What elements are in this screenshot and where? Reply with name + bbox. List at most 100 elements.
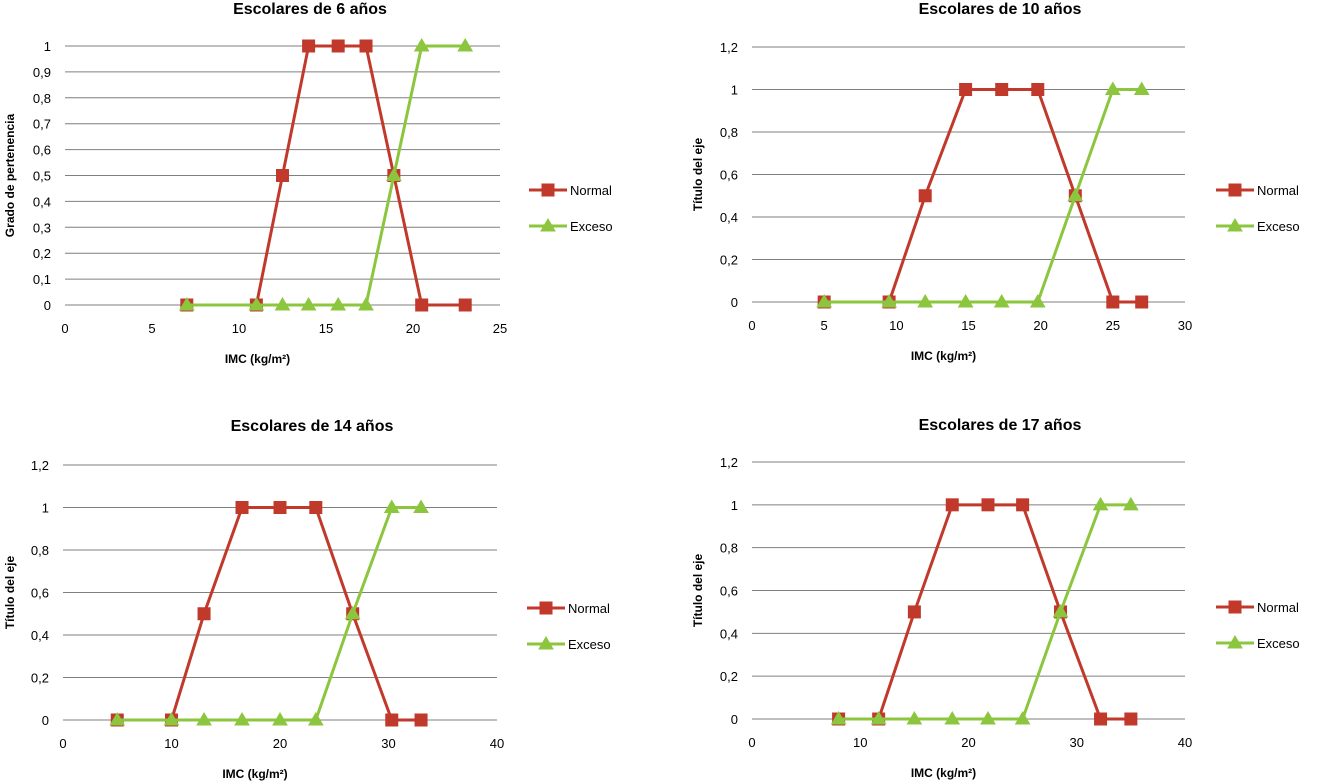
- y-tick-label: 0: [731, 295, 738, 310]
- legend-label: Normal: [568, 601, 610, 616]
- normal-point: [981, 498, 995, 512]
- exceso-point: [385, 167, 402, 181]
- normal-point: [1031, 83, 1045, 96]
- x-tick-label: 10: [164, 736, 178, 751]
- exceso-point: [830, 711, 847, 725]
- chart-title: Escolares de 6 años: [233, 1, 387, 18]
- series-exceso: [178, 38, 474, 311]
- x-tick-label: 20: [961, 735, 975, 750]
- normal-point: [959, 83, 973, 96]
- x-tick-label: 0: [748, 735, 755, 750]
- exceso-point: [993, 294, 1010, 308]
- exceso-point: [1067, 187, 1084, 202]
- exceso-point: [178, 297, 195, 311]
- exceso-point: [248, 297, 265, 311]
- y-tick-label: 0,8: [720, 541, 738, 556]
- legend-marker: [538, 636, 554, 650]
- y-tick-label: 0,2: [720, 253, 738, 268]
- x-tick-label: 10: [232, 321, 246, 336]
- exceso-point: [300, 297, 317, 311]
- exceso-point: [1029, 294, 1046, 308]
- exceso-point: [906, 711, 923, 725]
- y-tick-label: 0,2: [720, 669, 738, 684]
- y-tick-label: 0: [42, 713, 49, 728]
- y-tick-label: 0,6: [720, 168, 738, 183]
- normal-point: [918, 189, 932, 203]
- x-tick-label: 10: [889, 318, 903, 333]
- x-tick-label: 30: [1178, 318, 1192, 333]
- x-tick-label: 20: [1033, 318, 1047, 333]
- legend-label: Exceso: [1257, 636, 1300, 651]
- legend-marker: [540, 218, 556, 232]
- normal-point: [415, 298, 429, 312]
- x-axis-label: IMC (kg/m²): [911, 766, 976, 780]
- normal-point: [1124, 712, 1138, 726]
- series-exceso: [109, 499, 429, 726]
- x-tick-label: 40: [1178, 735, 1192, 750]
- y-tick-label: 1: [42, 501, 49, 516]
- legend-label: Normal: [1257, 600, 1299, 615]
- y-tick-label: 0,8: [31, 543, 49, 558]
- exceso-point: [1133, 81, 1150, 95]
- x-tick-label: 20: [406, 321, 420, 336]
- exceso-point: [1092, 496, 1109, 511]
- chart-title: Escolares de 10 años: [919, 1, 1082, 18]
- exceso-point: [196, 712, 212, 726]
- y-tick-label: 0,4: [720, 626, 738, 641]
- y-tick-label: 0,2: [33, 246, 51, 261]
- legend-item-exceso: Exceso: [529, 218, 613, 234]
- legend-label: Exceso: [1257, 219, 1300, 234]
- exceso-point: [1104, 81, 1121, 95]
- y-tick-label: 0,4: [33, 194, 51, 209]
- y-axis-label: Título del eje: [691, 138, 705, 212]
- normal-point: [359, 39, 373, 53]
- normal-point: [907, 605, 921, 619]
- exceso-point: [944, 711, 961, 725]
- exceso-point: [272, 712, 288, 726]
- y-tick-label: 1: [731, 498, 738, 513]
- exceso-point: [234, 712, 250, 726]
- legend-marker: [539, 601, 553, 615]
- y-tick-label: 1,2: [720, 40, 738, 55]
- exceso-point: [1014, 711, 1031, 725]
- normal-point: [276, 169, 289, 182]
- normal-point: [414, 713, 428, 727]
- normal-point: [273, 501, 287, 514]
- y-axis-label: Grado de pertenencia: [3, 113, 17, 237]
- y-tick-label: 0,8: [33, 91, 51, 106]
- x-tick-label: 30: [381, 736, 395, 751]
- y-tick-label: 0: [44, 298, 51, 313]
- exceso-line: [117, 506, 422, 722]
- x-axis-label: IMC (kg/m²): [911, 349, 976, 363]
- exceso-point: [274, 297, 291, 311]
- legend-item-exceso: Exceso: [1216, 218, 1300, 234]
- exceso-point: [1123, 496, 1139, 511]
- normal-point: [1106, 295, 1120, 309]
- chart-1: Escolares de 6 años 0 0,1 0,2 0,3 0,4 0,5 0,6 0,…: [3, 1, 613, 366]
- y-tick-label: 0,2: [31, 671, 49, 686]
- x-tick-label: 20: [273, 736, 287, 751]
- x-tick-label: 5: [821, 318, 828, 333]
- exceso-point: [383, 499, 400, 513]
- exceso-point: [344, 605, 361, 620]
- x-tick-label: 10: [853, 735, 867, 750]
- x-tick-label: 0: [59, 736, 66, 751]
- chart-4: Escolares de 17 años 0 0,2 0,4 0,6 0,8 1 1,2 0 10…: [691, 417, 1300, 780]
- y-tick-label: 1: [731, 83, 738, 98]
- series-normal: [110, 501, 428, 727]
- x-axis-label: IMC (kg/m²): [222, 767, 287, 781]
- chart-title: Escolares de 14 años: [231, 418, 394, 435]
- normal-point: [458, 298, 472, 312]
- x-tick-label: 15: [319, 321, 333, 336]
- exceso-point: [358, 297, 374, 311]
- normal-point: [197, 607, 211, 621]
- legend-marker: [1228, 183, 1242, 197]
- normal-point: [309, 501, 323, 514]
- x-tick-label: 40: [490, 736, 504, 751]
- y-tick-label: 0,1: [33, 272, 51, 287]
- legend-label: Exceso: [568, 637, 611, 652]
- chart-3: Escolares de 14 años 0 0,2 0,4 0,6 0,8 1 1,2 0 10…: [3, 418, 611, 781]
- normal-point: [331, 39, 345, 53]
- legend-marker: [541, 183, 555, 197]
- legend-item-normal: Normal: [529, 183, 612, 198]
